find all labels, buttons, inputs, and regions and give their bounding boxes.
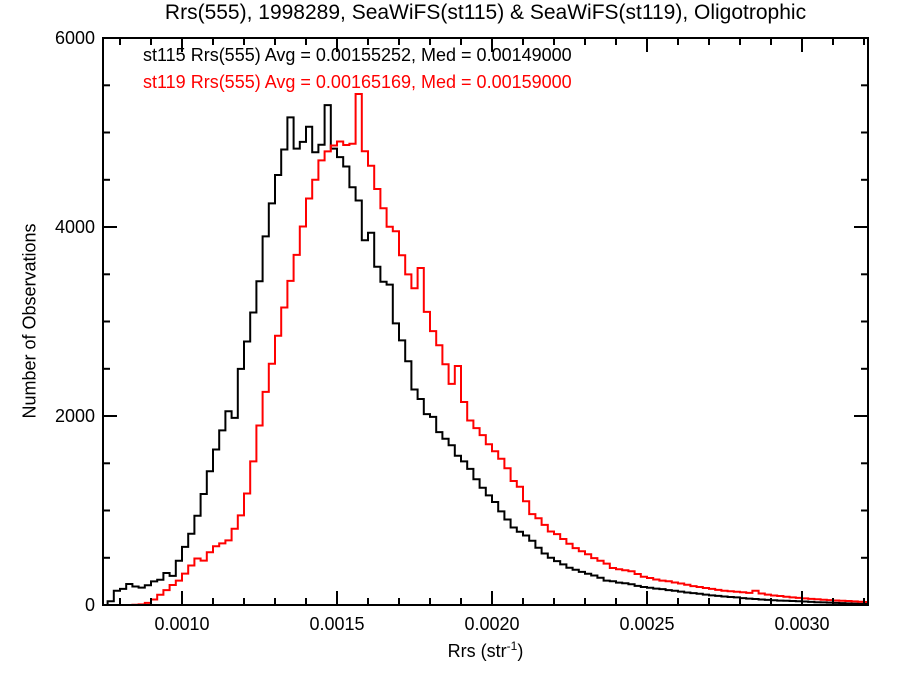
series-st115 [106,104,868,605]
y-tick-label: 6000 [55,28,95,48]
series-st119 [107,93,868,605]
legend-line-2: st119 Rrs(555) Avg = 0.00165169, Med = 0… [143,72,572,92]
x-axis-title: Rrs (str-1) [103,639,868,662]
y-tick-label: 4000 [55,217,95,237]
axis-ticks [103,37,868,606]
x-tick-label: 0.0020 [464,614,519,634]
tick-labels: 0.0010 0.0015 0.0020 0.0025 0.0030 0 2000 4000 6… [55,28,830,634]
x-tick-label: 0.0025 [619,614,674,634]
x-tick-label: 0.0010 [154,614,209,634]
plot-frame [102,37,869,606]
y-tick-label: 0 [85,595,95,615]
x-axis-title-close: ) [517,641,524,661]
chart-title: Rrs(555), 1998289, SeaWiFS(st115) & SeaW… [164,1,807,24]
y-axis-title: Number of Observations [19,223,40,419]
x-axis-title-superscript: -1 [506,639,518,653]
histogram-series [106,93,868,605]
x-axis-title-text: Rrs (str [447,641,507,661]
legend-line-1: st115 Rrs(555) Avg = 0.00155252, Med = 0… [143,45,572,65]
x-tick-label: 0.0015 [309,614,364,634]
x-tick-label: 0.0030 [774,614,829,634]
y-tick-label: 2000 [55,406,95,426]
